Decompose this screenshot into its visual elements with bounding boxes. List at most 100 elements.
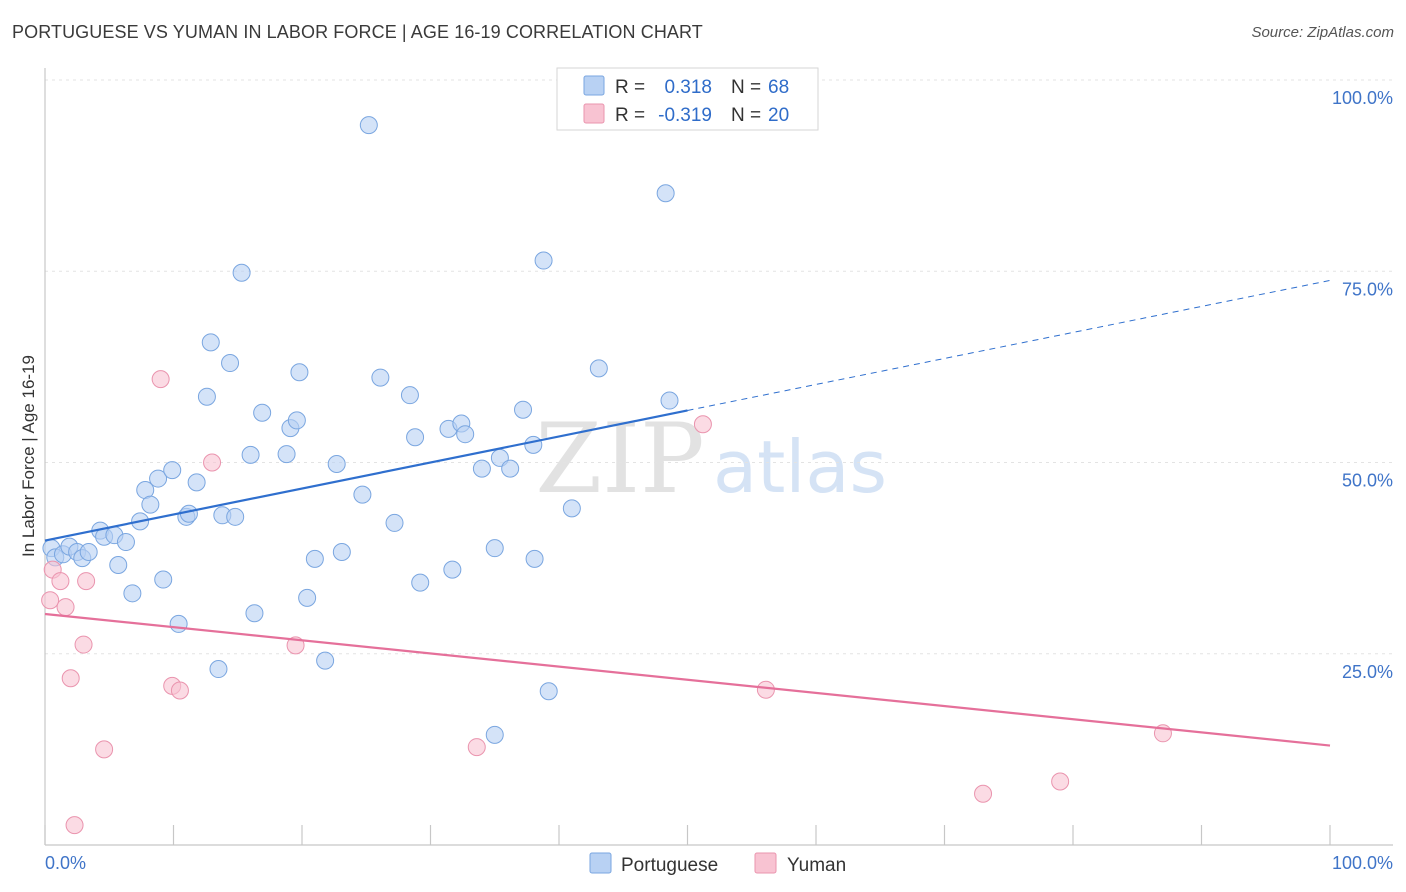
portuguese-point-62 [539, 682, 558, 701]
portuguese-trend-line [44, 409, 688, 542]
portuguese-point-38 [305, 549, 324, 568]
portuguese-point-45 [385, 513, 404, 532]
portuguese-point-18 [163, 461, 182, 480]
yuman-point-8 [95, 740, 114, 759]
portuguese-point-28 [226, 507, 245, 526]
legend-n-label-portuguese: N = [731, 77, 761, 98]
bottom-legend-label-yuman: Yuman [787, 855, 846, 876]
bottom-legend-swatch-yuman [754, 852, 777, 874]
yuman-point-4 [61, 669, 80, 688]
portuguese-point-53 [472, 459, 491, 478]
portuguese-point-44 [371, 368, 390, 387]
portuguese-point-29 [232, 263, 251, 282]
watermark: ZIP atlas [535, 403, 887, 515]
portuguese-point-23 [197, 387, 216, 406]
portuguese-point-57 [501, 459, 520, 478]
legend-swatch-yuman [583, 103, 605, 124]
portuguese-point-63 [562, 499, 581, 518]
yuman-point-15 [693, 415, 712, 434]
portuguese-point-43 [353, 485, 372, 504]
portuguese-point-61 [534, 251, 553, 270]
legend-swatch-portuguese [583, 75, 605, 96]
portuguese-point-25 [209, 660, 228, 679]
yuman-point-14 [467, 738, 486, 757]
x-tick-label-max: 100.0% [1332, 853, 1393, 873]
portuguese-point-46 [400, 386, 419, 405]
legend-n-value-yuman: 20 [768, 105, 789, 126]
yuman-trend-line [44, 612, 1331, 747]
trend-lines [44, 279, 1331, 747]
portuguese-point-24 [201, 333, 220, 352]
yuman-point-17 [974, 784, 993, 803]
bottom-legend-label-portuguese: Portuguese [621, 855, 718, 876]
portuguese-point-48 [411, 573, 430, 592]
portuguese-point-42 [359, 116, 378, 135]
portuguese-point-11 [116, 533, 135, 552]
portuguese-points [42, 116, 679, 744]
x-tick-label-min: 0.0% [45, 853, 86, 873]
portuguese-point-31 [245, 604, 264, 623]
portuguese-point-39 [316, 651, 335, 670]
legend-n-value-portuguese: 68 [768, 77, 789, 98]
portuguese-trend-extension [687, 279, 1331, 411]
portuguese-point-59 [524, 435, 543, 454]
legend-r-label-yuman: R = [615, 105, 645, 126]
portuguese-point-58 [514, 400, 533, 419]
portuguese-point-15 [141, 495, 160, 514]
portuguese-point-30 [241, 445, 260, 464]
portuguese-point-16 [149, 469, 168, 488]
yuman-point-2 [51, 572, 70, 591]
watermark-zip: ZIP [535, 403, 704, 515]
portuguese-point-37 [298, 588, 317, 607]
watermark-atlas: atlas [713, 425, 887, 509]
portuguese-point-17 [154, 570, 173, 589]
yuman-point-9 [151, 370, 170, 389]
y-tick-label-25: 25.0% [1342, 662, 1393, 682]
yuman-point-12 [203, 453, 222, 472]
yuman-point-5 [65, 816, 84, 835]
portuguese-point-10 [109, 556, 128, 575]
y-tick-labels: 25.0% 50.0% 75.0% 100.0% [1332, 88, 1393, 682]
portuguese-point-22 [187, 473, 206, 492]
portuguese-point-50 [443, 560, 462, 579]
y-tick-label-100: 100.0% [1332, 88, 1393, 108]
portuguese-point-27 [221, 354, 240, 373]
yuman-point-16 [756, 680, 775, 699]
axes [44, 68, 1393, 846]
yuman-point-7 [77, 572, 96, 591]
portuguese-point-60 [525, 549, 544, 568]
portuguese-point-6 [79, 543, 98, 562]
portuguese-point-21 [179, 504, 198, 523]
legend-r-label-portuguese: R = [615, 77, 645, 98]
portuguese-point-19 [169, 614, 188, 633]
portuguese-point-36 [290, 363, 309, 382]
portuguese-point-54 [485, 539, 504, 558]
yuman-point-0 [41, 591, 60, 610]
yuman-point-6 [74, 635, 93, 654]
portuguese-point-40 [327, 455, 346, 474]
yuman-point-11 [170, 681, 189, 700]
legend-r-value-portuguese: 0.318 [664, 77, 712, 98]
chart-title: PORTUGUESE VS YUMAN IN LABOR FORCE | AGE… [12, 22, 703, 42]
portuguese-point-52 [456, 425, 475, 444]
source-credit: Source: ZipAtlas.com [1251, 24, 1394, 41]
portuguese-point-65 [656, 184, 675, 203]
y-axis-label: In Labor Force | Age 16-19 [19, 355, 38, 557]
portuguese-point-55 [485, 725, 504, 744]
legend-n-label-yuman: N = [731, 105, 761, 126]
y-tick-label-75: 75.0% [1342, 279, 1393, 299]
yuman-point-18 [1051, 772, 1070, 791]
portuguese-point-12 [123, 584, 142, 603]
yuman-point-3 [56, 598, 75, 617]
portuguese-point-32 [253, 403, 272, 422]
grid-lines [45, 79, 1393, 655]
y-tick-label-50: 50.0% [1342, 471, 1393, 491]
portuguese-point-66 [660, 391, 679, 410]
bottom-legend-swatch-portuguese [589, 852, 612, 874]
portuguese-point-33 [277, 445, 296, 464]
portuguese-point-47 [406, 428, 425, 447]
series-legend: Portuguese Yuman [589, 852, 846, 876]
legend-r-value-yuman: -0.319 [658, 105, 712, 126]
portuguese-point-41 [332, 543, 351, 562]
